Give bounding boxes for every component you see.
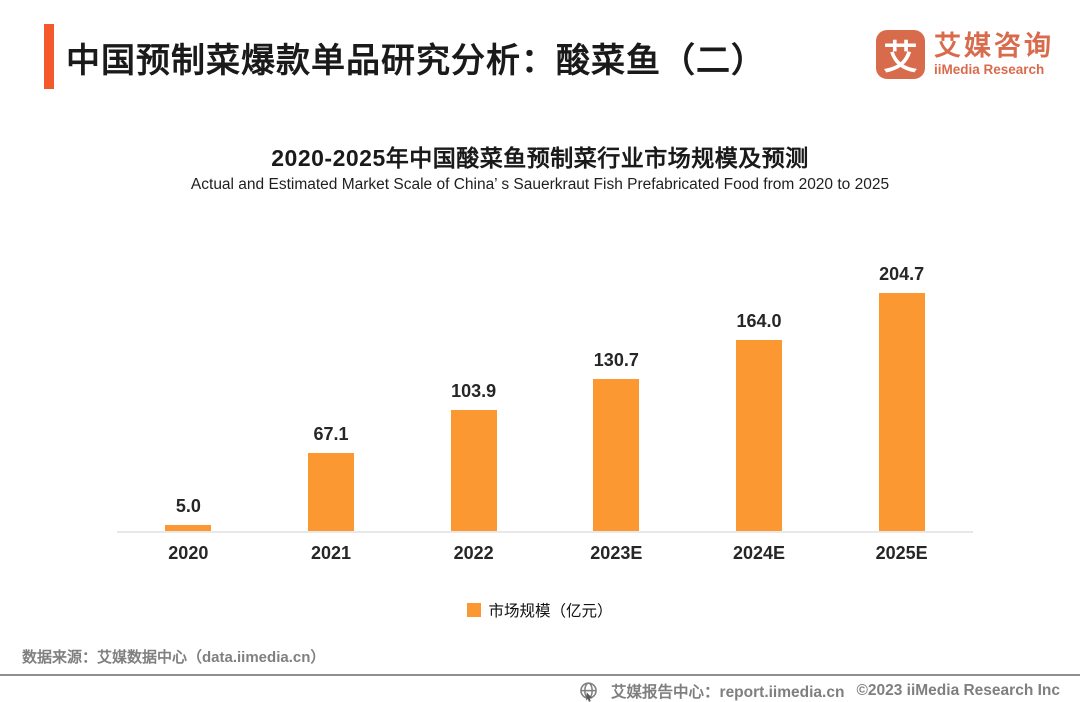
x-axis-label: 2022 <box>453 543 494 563</box>
chart-title: 2020-2025年中国酸菜鱼预制菜行业市场规模及预测 <box>271 145 809 171</box>
bar-group: 5.0 2020 <box>117 250 260 563</box>
x-axis-label: 2023E <box>590 543 643 563</box>
iimedia-logo-icon: 艾 <box>876 30 925 79</box>
logo-name-cn: 艾媒咨询 <box>934 30 1054 61</box>
page-title: 中国预制菜爆款单品研究分析：酸菜鱼（二） <box>66 42 766 80</box>
bar-plot: 5.0 2020 67.1 2021 103.9 2022 130.7 2023E 164.0 2… <box>117 250 973 563</box>
bar <box>450 410 497 531</box>
chart-subtitle: Actual and Estimated Market Scale of Chi… <box>190 176 890 193</box>
x-axis-label: 2020 <box>168 543 209 563</box>
footer-divider <box>0 674 1080 676</box>
report-center-link[interactable]: 艾媒报告中心：report.iimedia.cn <box>611 684 845 701</box>
logo-text: 艾媒咨询 iiMedia Research <box>934 30 1054 77</box>
bar-group: 103.9 2022 <box>402 250 545 563</box>
bar-value-label: 67.1 <box>313 424 349 444</box>
bar <box>307 453 354 531</box>
footer-bar: 艾媒报告中心：report.iimedia.cn ©2023 iiMedia R… <box>578 680 1060 702</box>
bar-value-label: 103.9 <box>451 381 497 401</box>
bar-value-label: 5.0 <box>175 496 201 516</box>
bar-group: 67.1 2021 <box>260 250 403 563</box>
copyright-text: ©2023 iiMedia Research Inc <box>856 682 1060 699</box>
x-axis-label: 2021 <box>310 543 351 563</box>
bar <box>593 379 640 531</box>
chart-legend: 市场规模（亿元） <box>0 599 1080 621</box>
data-source-note: 数据来源：艾媒数据中心（data.iimedia.cn） <box>22 649 326 666</box>
bar <box>878 293 925 531</box>
bar-group: 204.7 2025E <box>830 250 973 563</box>
bar-group: 164.0 2024E <box>688 250 831 563</box>
logo-name-en: iiMedia Research <box>934 61 1045 77</box>
bar <box>165 525 212 531</box>
legend-swatch <box>467 603 482 617</box>
iimedia-logo: 艾 艾媒咨询 iiMedia Research <box>876 30 1054 79</box>
bar-group: 130.7 2023E <box>545 250 688 563</box>
bar <box>735 340 782 531</box>
globe-cursor-icon <box>578 681 599 702</box>
bar-value-label: 164.0 <box>736 311 782 331</box>
logo-glyph: 艾 <box>883 39 918 77</box>
bar-value-label: 130.7 <box>593 350 639 370</box>
x-axis-label: 2025E <box>875 543 928 563</box>
title-accent-bar <box>44 24 54 89</box>
legend-label: 市场规模（亿元） <box>488 603 613 620</box>
x-axis-label: 2024E <box>732 543 786 563</box>
bar-value-label: 204.7 <box>879 264 925 284</box>
